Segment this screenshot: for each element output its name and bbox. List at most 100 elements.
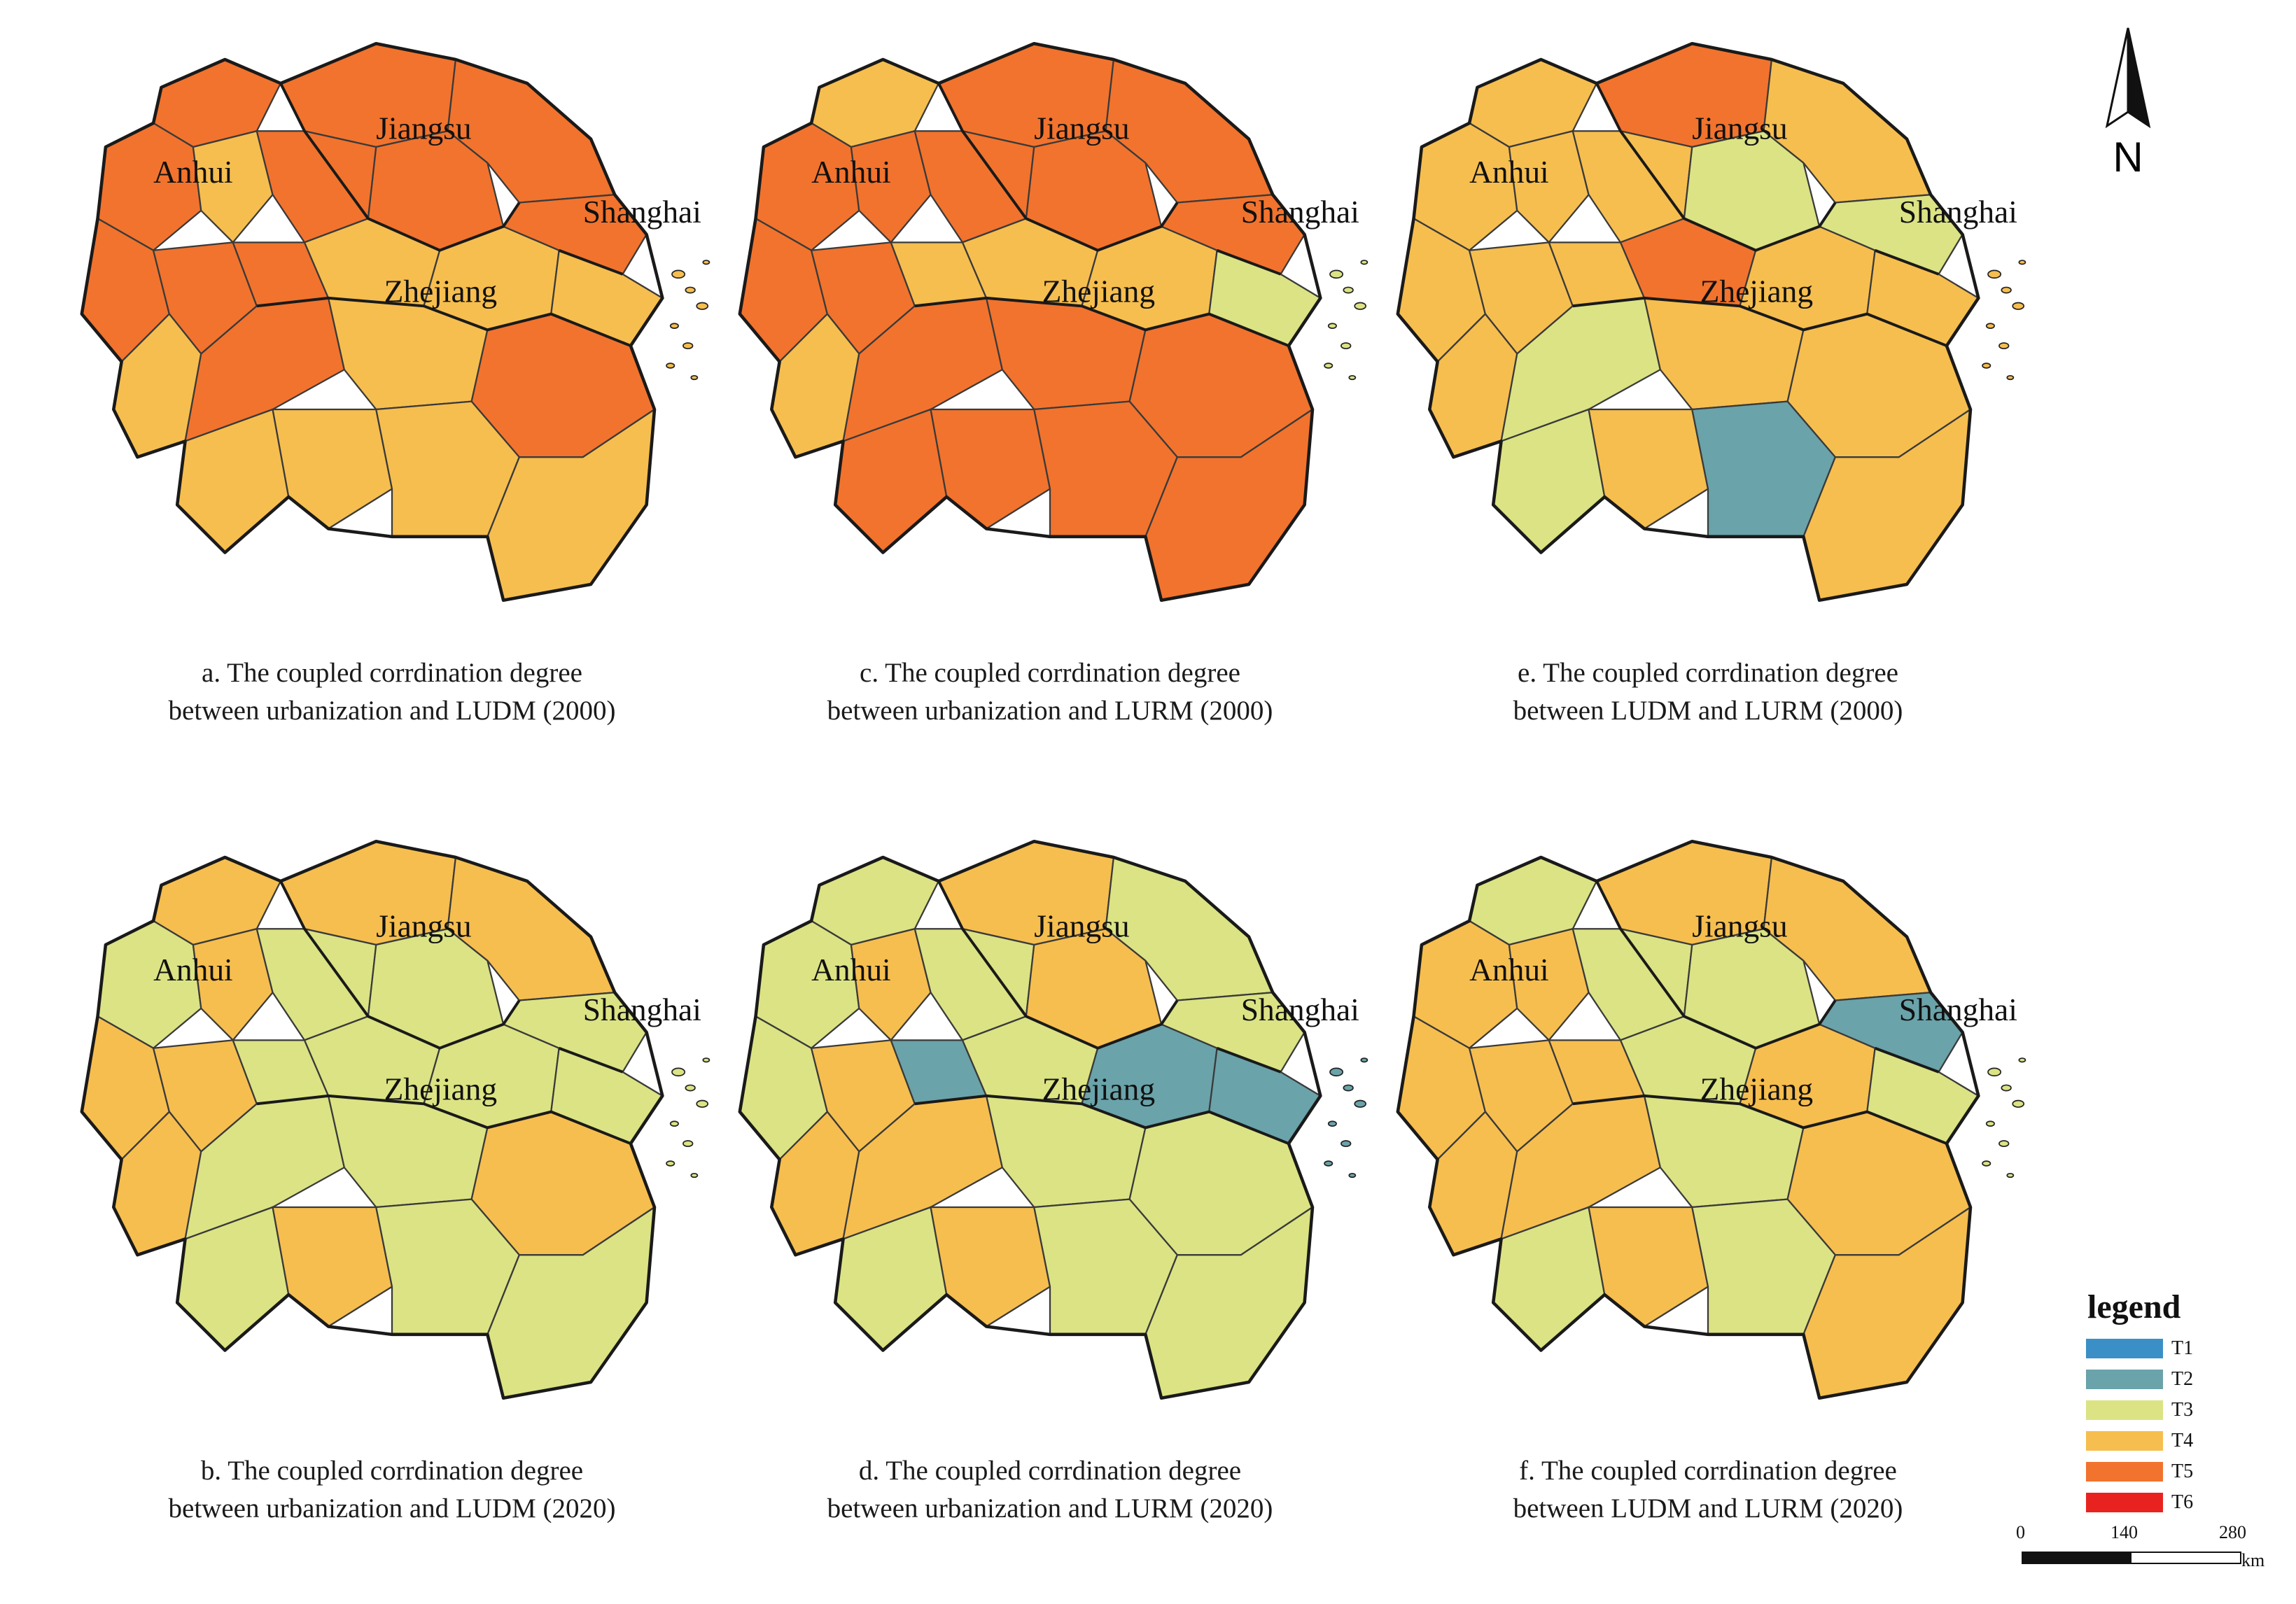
legend-title: legend [2087, 1288, 2181, 1325]
legend-label: T3 [2171, 1399, 2194, 1421]
island [2012, 302, 2024, 310]
island [1327, 323, 1337, 329]
island [1354, 1099, 1366, 1108]
caption-line-2: between urbanization and LUDM (2000) [168, 696, 616, 726]
legend-item-t6: T6 [2086, 1487, 2212, 1518]
island [1985, 1120, 1995, 1127]
province-boundary-1 [1595, 880, 1837, 1050]
island [671, 1067, 686, 1077]
island [1360, 260, 1368, 265]
island [666, 1160, 676, 1167]
map-outline [1396, 840, 1980, 1400]
island [696, 1099, 708, 1108]
province-label-anhui: Anhui [1469, 952, 1549, 987]
caption-line-2: between urbanization and LURM (2020) [827, 1493, 1273, 1524]
caption-line-2: between LUDM and LURM (2000) [1513, 696, 1903, 726]
map-caption-d: d. The coupled corrdination degree betwee… [700, 1452, 1400, 1528]
map-caption-e: e. The coupled corrdination degree betwee… [1358, 654, 2058, 730]
map-region-20 [1588, 408, 1709, 530]
province-label-anhui: Anhui [811, 154, 891, 190]
island [1343, 1084, 1354, 1092]
province-label-jiangsu: Jiangsu [1034, 908, 1129, 944]
map-region-20 [272, 408, 393, 530]
legend-label: T4 [2171, 1430, 2194, 1451]
province-boundary-2 [1572, 296, 1947, 347]
map-region-5 [1508, 129, 1590, 244]
province-label-jiangsu: Jiangsu [1692, 111, 1787, 146]
province-label-jiangsu: Jiangsu [1692, 908, 1787, 944]
island [2012, 1099, 2024, 1108]
legend-swatch [2086, 1370, 2163, 1389]
scale-bar-black [2022, 1552, 2133, 1564]
caption-line-1: b. The coupled corrdination degree [200, 1456, 584, 1486]
island [1324, 363, 1334, 369]
legend-label: T1 [2171, 1337, 2194, 1359]
province-label-anhui: Anhui [153, 154, 233, 190]
caption-line-2: between LUDM and LURM (2020) [1513, 1493, 1903, 1524]
map-caption-a: a. The coupled corrdination degree betwee… [42, 654, 742, 730]
island [1982, 1160, 1991, 1167]
province-boundary-3 [558, 248, 624, 276]
island [1343, 286, 1354, 294]
island [682, 342, 694, 350]
province-label-shanghai: Shanghai [1241, 194, 1359, 230]
legend-swatch [2086, 1400, 2163, 1420]
island [2006, 1172, 2015, 1179]
caption-line-1: e. The coupled corrdination degree [1518, 658, 1898, 688]
island [1987, 269, 2002, 279]
map-outline [738, 42, 1322, 603]
island [1985, 323, 1995, 329]
caption-line-1: c. The coupled corrdination degree [860, 658, 1240, 688]
island [2001, 286, 2012, 294]
island [669, 323, 679, 329]
province-label-shanghai: Shanghai [583, 194, 701, 230]
province-boundary-1 [1595, 83, 1837, 252]
legend-item-t1: T1 [2086, 1333, 2212, 1364]
island [1329, 269, 1344, 279]
map-a: Anhui Jiangsu Shanghai Zhejiang [80, 42, 710, 603]
caption-line-1: d. The coupled corrdination degree [858, 1456, 1242, 1486]
island [690, 374, 699, 381]
province-boundary-3 [1874, 1046, 1940, 1074]
province-label-zhejiang: Zhejiang [384, 1071, 498, 1107]
province-boundary-3 [1874, 248, 1940, 276]
scale-unit: km [2241, 1550, 2265, 1570]
legend-item-t3: T3 [2086, 1395, 2212, 1426]
scale-tick-140: 140 [2110, 1522, 2138, 1542]
map-region-5 [850, 927, 932, 1042]
legend-label: T2 [2171, 1368, 2194, 1390]
caption-line-2: between urbanization and LURM (2000) [827, 696, 1273, 726]
province-label-shanghai: Shanghai [1899, 992, 2017, 1027]
map-region-20 [272, 1206, 393, 1328]
scale-bar-white [2130, 1552, 2241, 1564]
island [1348, 1172, 1357, 1179]
map-panel-c: Anhui Jiangsu Shanghai Zhejiang c. The coupl… [700, 7, 1400, 726]
province-boundary-3 [1216, 248, 1282, 276]
legend-item-t2: T2 [2086, 1364, 2212, 1395]
map-region-5 [192, 927, 274, 1042]
province-label-shanghai: Shanghai [1899, 194, 2017, 230]
province-boundary-1 [937, 83, 1179, 252]
map-f: Anhui Jiangsu Shanghai Zhejiang [1396, 840, 2026, 1400]
legend-swatch [2086, 1493, 2163, 1512]
scale-bar: 0 140 280 km [2016, 1522, 2282, 1578]
map-region-20 [930, 1206, 1051, 1328]
legend-item-t5: T5 [2086, 1456, 2212, 1487]
map-region-5 [850, 129, 932, 244]
north-arrow-icon: N [2105, 27, 2151, 181]
province-boundary-1 [279, 83, 521, 252]
map-outline [738, 840, 1322, 1400]
map-panel-d: Anhui Jiangsu Shanghai Zhejiang d. The coupl… [700, 805, 1400, 1524]
province-boundary-2 [256, 296, 631, 347]
island [1354, 302, 1366, 310]
legend-swatch [2086, 1462, 2163, 1482]
island [1340, 1140, 1352, 1148]
island [1324, 1160, 1334, 1167]
island [2001, 1084, 2012, 1092]
province-label-zhejiang: Zhejiang [1700, 274, 1814, 309]
map-panel-f: Anhui Jiangsu Shanghai Zhejiang f. The coupl… [1358, 805, 2058, 1524]
island [1987, 1067, 2002, 1077]
map-panel-a: Anhui Jiangsu Shanghai Zhejiang a. The coupl… [42, 7, 742, 726]
map-outline [80, 42, 664, 603]
province-label-jiangsu: Jiangsu [1034, 111, 1129, 146]
